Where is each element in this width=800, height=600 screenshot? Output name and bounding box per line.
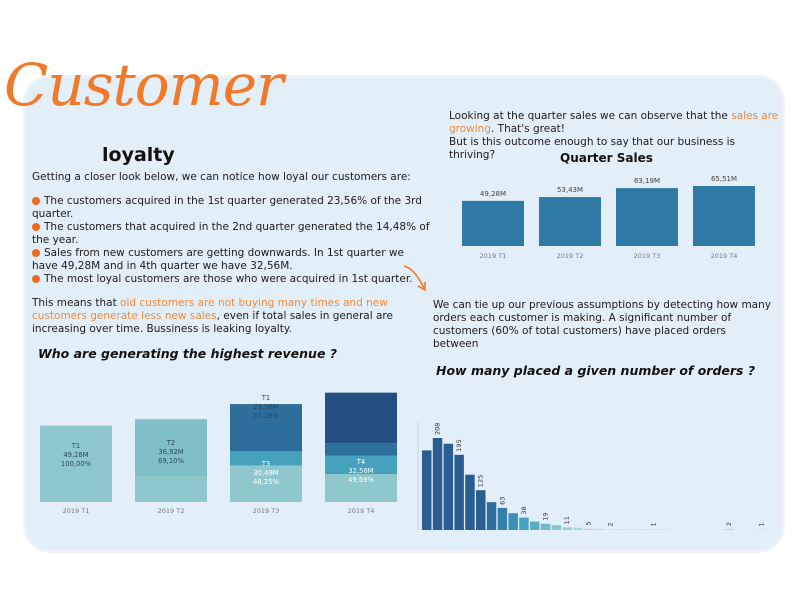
revenue-tick-label: 2019 T1 <box>63 507 90 515</box>
intro-text: Getting a closer look below, we can noti… <box>32 171 432 336</box>
bullet-icon <box>32 275 40 283</box>
bullet-item: Sales from new customers are getting dow… <box>32 247 432 273</box>
bullet-icon <box>32 197 40 205</box>
orders-bar <box>595 529 605 530</box>
orders-bar <box>465 475 475 530</box>
quarter-sales-tick-label: 2019 T4 <box>711 252 738 260</box>
orders-value-label: 195 <box>455 439 463 451</box>
revenue-annotation-pct: 100,00% <box>61 460 92 468</box>
orders-bar <box>444 444 454 530</box>
orders-bar <box>487 502 497 530</box>
revenue-annotation-label: T1 <box>71 442 80 450</box>
quarter-sales-bar <box>462 201 524 246</box>
orders-intro-text: We can tie up our previous assumptions b… <box>433 299 773 351</box>
orders-value-label: 5 <box>585 522 593 526</box>
orders-bar <box>724 529 734 530</box>
orders-value-label: 1 <box>650 522 658 526</box>
quarter-sales-bar <box>693 186 755 246</box>
conclusion-text: This means that old customers are not bu… <box>32 297 432 336</box>
bullet-icon <box>32 249 40 257</box>
revenue-annotation-value: 36,92M <box>158 448 183 456</box>
orders-value-label: 1 <box>758 522 766 526</box>
page-subtitle: loyalty <box>102 144 175 166</box>
orders-histogram-chart: 208 195 125 63 38 19 11 5 2 1 2 1 <box>414 420 774 532</box>
page-title: Customer <box>4 56 283 114</box>
orders-value-label: 208 <box>434 423 442 435</box>
quarter-sales-bar <box>539 197 601 246</box>
quarter-sales-value-label: 49,28M <box>480 190 506 198</box>
revenue-tick-label: 2019 T4 <box>348 507 375 515</box>
orders-value-label: 11 <box>563 516 571 524</box>
orders-value-label: 38 <box>520 506 528 514</box>
revenue-stacked-chart: 2019 T1 2019 T2 2019 T3 2019 T4T149,28M100,… <box>30 378 410 520</box>
orders-bar <box>530 522 540 530</box>
revenue-annotation-label: T1 <box>261 394 270 402</box>
revenue-tick-label: 2019 T2 <box>158 507 185 515</box>
orders-bar <box>498 508 508 530</box>
orders-bar <box>552 525 562 530</box>
orders-value-label: 125 <box>477 475 485 487</box>
orders-value-label: 2 <box>725 522 733 526</box>
orders-value-label: 19 <box>542 513 550 521</box>
revenue-annotation-value: 30,49M <box>253 469 278 477</box>
curved-arrow-icon <box>400 262 434 296</box>
revenue-annotation-pct: 69,10% <box>158 457 184 465</box>
quarter-sales-chart: 49,28M 2019 T1 53,43M 2019 T2 63,19M 2019 T3 6… <box>450 160 770 265</box>
orders-bar <box>573 528 583 530</box>
bullet-item: The customers acquired in the 1st quarte… <box>32 195 432 221</box>
orders-bar <box>433 438 443 530</box>
quarter-sales-tick-label: 2019 T1 <box>480 252 507 260</box>
revenue-annotation-label: T3 <box>261 460 270 468</box>
orders-bar <box>562 527 572 530</box>
revenue-annotation-value: 49,28M <box>63 451 88 459</box>
revenue-annotation-label: T2 <box>166 439 175 447</box>
revenue-annotation-pct: 48,25% <box>253 478 279 486</box>
orders-bar <box>519 518 529 530</box>
orders-bar <box>541 524 551 530</box>
revenue-segment <box>325 393 397 443</box>
quarter-sales-bar <box>616 188 678 246</box>
revenue-tick-label: 2019 T3 <box>253 507 280 515</box>
revenue-segment <box>135 476 207 502</box>
revenue-annotation-pct: 37,28% <box>253 412 279 420</box>
quarter-sales-value-label: 63,19M <box>634 177 660 185</box>
revenue-segment <box>325 443 397 455</box>
quarter-sales-value-label: 53,43M <box>557 186 583 194</box>
quarter-sales-value-label: 65,51M <box>711 175 737 183</box>
orders-bar <box>476 490 486 530</box>
revenue-annotation-value: 32,56M <box>348 467 373 475</box>
revenue-annotation-label: T4 <box>356 458 365 466</box>
revenue-annotation-value: 23,56M <box>253 403 278 411</box>
revenue-chart-title: Who are generating the highest revenue ? <box>38 346 337 361</box>
orders-bar <box>584 529 594 530</box>
bullet-icon <box>32 223 40 231</box>
quarter-sales-tick-label: 2019 T3 <box>634 252 661 260</box>
orders-bar <box>508 513 518 530</box>
orders-bar <box>422 450 432 530</box>
quarter-sales-tick-label: 2019 T2 <box>557 252 584 260</box>
intro-lead: Getting a closer look below, we can noti… <box>32 171 432 184</box>
revenue-annotation-pct: 49,69% <box>348 476 374 484</box>
bullet-item: The most loyal customers are those who w… <box>32 273 432 286</box>
bullet-item: The customers that acquired in the 2nd q… <box>32 221 432 247</box>
orders-value-label: 2 <box>606 522 614 526</box>
orders-bar <box>454 455 464 530</box>
orders-chart-title: How many placed a given number of orders… <box>436 363 755 378</box>
orders-value-label: 63 <box>498 497 506 505</box>
